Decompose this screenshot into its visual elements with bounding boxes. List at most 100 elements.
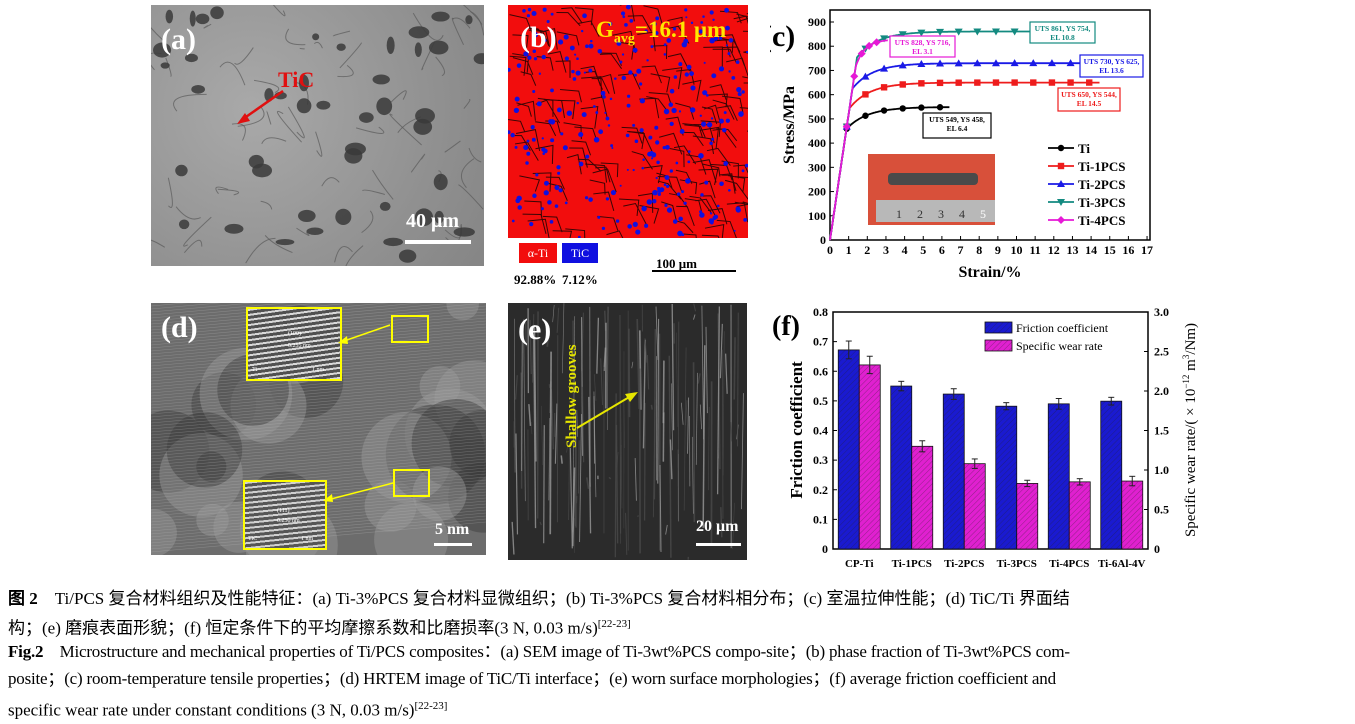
- data-point: [850, 72, 858, 80]
- tic-phase-dot: [635, 229, 640, 234]
- grain-boundary: [670, 148, 684, 167]
- tic-phase-dot: [670, 122, 674, 126]
- tensile-specimen: [888, 173, 978, 185]
- y-tick-label: 0.8: [813, 305, 828, 319]
- tic-phase-dot: [573, 77, 577, 81]
- tic-phase-dot: [724, 8, 729, 13]
- tic-phase-dot: [593, 105, 596, 108]
- annotation-text: UTS 730, YS 625,: [1084, 57, 1140, 66]
- tic-phase-dot: [726, 119, 730, 123]
- wear-groove: [522, 327, 523, 471]
- grain-boundary: [713, 49, 737, 63]
- tic-phase-dot: [633, 222, 638, 227]
- tic-phase-dot: [709, 141, 713, 145]
- grain-boundary: [695, 199, 715, 216]
- tic-phase-dot: [527, 56, 531, 60]
- tic-phase-dot: [560, 132, 563, 135]
- tic-phase-dot: [690, 85, 695, 90]
- grain-size-subscript: avg: [614, 32, 635, 47]
- tic-phase-dot: [741, 90, 744, 93]
- wear-groove: [645, 403, 646, 521]
- wear-groove: [698, 373, 700, 383]
- grain-boundary: [674, 146, 696, 164]
- tic-phase-dot: [639, 82, 642, 85]
- data-point: [937, 80, 943, 86]
- grain-boundary: [235, 48, 254, 65]
- caption-text: specific wear rate under constant condit…: [8, 701, 414, 720]
- tic-phase-dot: [736, 60, 740, 64]
- tic-phase-dot: [679, 110, 681, 112]
- wear-groove: [587, 477, 589, 488]
- grain-boundary: [676, 206, 694, 226]
- wear-groove: [741, 393, 743, 509]
- tic-phase-dot: [673, 219, 678, 224]
- tic-phase-dot: [627, 104, 631, 108]
- grain-boundary: [710, 85, 726, 100]
- tic-phase-dot: [627, 95, 630, 98]
- wear-groove: [726, 354, 728, 394]
- y-axis-label: Stress/MPa: [781, 86, 798, 164]
- y2-axis-label: Specific wear rate/( × 10−12 m3/Nm): [1181, 323, 1199, 537]
- tic-phase-dot: [738, 92, 742, 96]
- tic-phase-dot: [537, 101, 542, 106]
- tic-phase-dot: [567, 111, 572, 116]
- inset-spacing-label: 0.255 nm: [288, 343, 311, 349]
- grain-boundary: [642, 66, 662, 83]
- tic-phase-dot: [535, 173, 538, 176]
- legend-label: Ti-3PCS: [1078, 195, 1125, 210]
- tic-phase-dot: [582, 13, 587, 18]
- tic-phase-dot: [667, 207, 672, 212]
- wear-groove: [676, 333, 678, 427]
- grain-boundary: [372, 170, 393, 199]
- x-tick-label: 9: [995, 243, 1001, 257]
- reference: [22-23]: [414, 700, 447, 712]
- tic-particle: [166, 10, 173, 24]
- tic-phase-dot: [684, 8, 687, 11]
- selected-region-top: [391, 315, 429, 343]
- tic-phase-dot: [626, 134, 630, 138]
- tic-phase-dot: [542, 137, 544, 139]
- y-tick-label: 0.6: [813, 364, 828, 378]
- wear-groove: [656, 307, 658, 360]
- tic-phase-dot: [719, 66, 724, 71]
- tic-phase-dot: [621, 11, 625, 15]
- tic-phase-dot: [632, 124, 635, 127]
- category-label: Ti-3PCS: [997, 558, 1037, 570]
- bar-friction: [943, 394, 964, 549]
- grain-boundary: [184, 240, 201, 252]
- tic-phase-dot: [602, 95, 606, 99]
- tic-particle: [335, 209, 351, 225]
- panel-label-b: (b): [520, 21, 557, 55]
- tic-phase-dot: [579, 162, 584, 167]
- tic-phase-dot: [728, 70, 730, 72]
- tic-phase-dot: [666, 185, 669, 188]
- tic-particle: [276, 239, 295, 245]
- legend-swatch: [985, 340, 1012, 351]
- grain-boundary: [344, 246, 363, 266]
- tic-phase-dot: [717, 205, 720, 208]
- data-point: [918, 80, 924, 86]
- tic-phase-dot: [526, 152, 530, 156]
- grain-boundary: [333, 31, 350, 36]
- x-tick-label: 16: [1122, 243, 1134, 257]
- annotation-text: EL 6.4: [947, 124, 968, 133]
- tic-phase-dot: [610, 144, 613, 147]
- x-tick-label: 4: [902, 243, 908, 257]
- wear-groove: [516, 434, 517, 535]
- tic-phase-dot: [571, 70, 574, 73]
- tic-phase-dot: [595, 111, 598, 114]
- data-point: [1058, 145, 1064, 151]
- tic-phase-dot: [544, 181, 549, 186]
- wear-groove: [529, 404, 531, 426]
- tic-phase-dot: [674, 75, 678, 79]
- legend-label: Ti: [1078, 141, 1090, 156]
- tic-phase-dot: [619, 61, 622, 64]
- grain-boundary: [452, 18, 463, 44]
- tic-phase-dot: [687, 65, 692, 70]
- tic-phase-dot: [640, 128, 644, 132]
- tic-phase-dot: [620, 185, 622, 187]
- scale-bar: [405, 240, 471, 244]
- tic-phase-dot: [510, 133, 514, 137]
- worn-surface-panel-e: (e) Shallow grooves 20 μm: [508, 303, 747, 560]
- grain-boundary: [682, 132, 704, 145]
